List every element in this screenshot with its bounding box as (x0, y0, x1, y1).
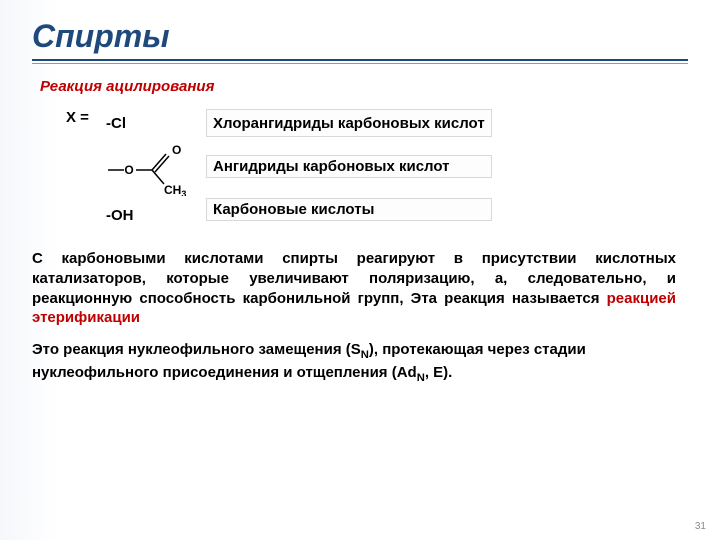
section-subtitle: Реакция ацилирования (40, 78, 688, 95)
ch3-label: CH (164, 183, 181, 196)
substituent-cl-name: Хлорангидриды карбоновых кислот (206, 109, 492, 137)
ch3-sub: 3 (181, 189, 186, 196)
page-title: Спирты (32, 18, 688, 55)
substituent-names-column: Хлорангидриды карбоновых кислот Ангидрид… (206, 109, 492, 221)
para2-part-c: , E). (425, 364, 453, 381)
para1-text: С карбоновыми кислотами спирты реагируют… (32, 250, 676, 307)
svg-text:O: O (124, 163, 133, 177)
paragraph-mechanism: Это реакция нуклеофильного замещения (SN… (32, 340, 688, 386)
substituent-cl-symbol: -Cl (106, 109, 206, 137)
adn-subscript: N (417, 372, 425, 384)
title-divider (32, 59, 688, 61)
svg-text:CH3: CH3 (164, 183, 186, 196)
oxygen-label: O (172, 143, 181, 157)
title-divider-thin (32, 63, 688, 64)
substituent-symbols-column: -Cl O O CH3 -OH (106, 109, 206, 231)
substituent-oh-symbol: -OH (106, 199, 206, 231)
substituent-table: X = -Cl O O CH3 -OH (66, 109, 688, 231)
page-number: 31 (695, 521, 706, 532)
acetyl-group-icon: O O CH3 (106, 140, 192, 196)
substituent-oh-name: Карбоновые кислоты (206, 198, 492, 221)
slide: Спирты Реакция ацилирования X = -Cl O O (0, 0, 720, 540)
substituent-anhydride-name: Ангидриды карбоновых кислот (206, 155, 492, 178)
paragraph-esterification: С карбоновыми кислотами спирты реагируют… (32, 249, 688, 328)
x-equals-label: X = (66, 109, 106, 126)
sn-subscript: N (361, 349, 369, 361)
para2-part-a: Это реакция нуклеофильного замещения (S (32, 341, 361, 358)
substituent-anhydride-structure: O O CH3 (106, 137, 206, 199)
